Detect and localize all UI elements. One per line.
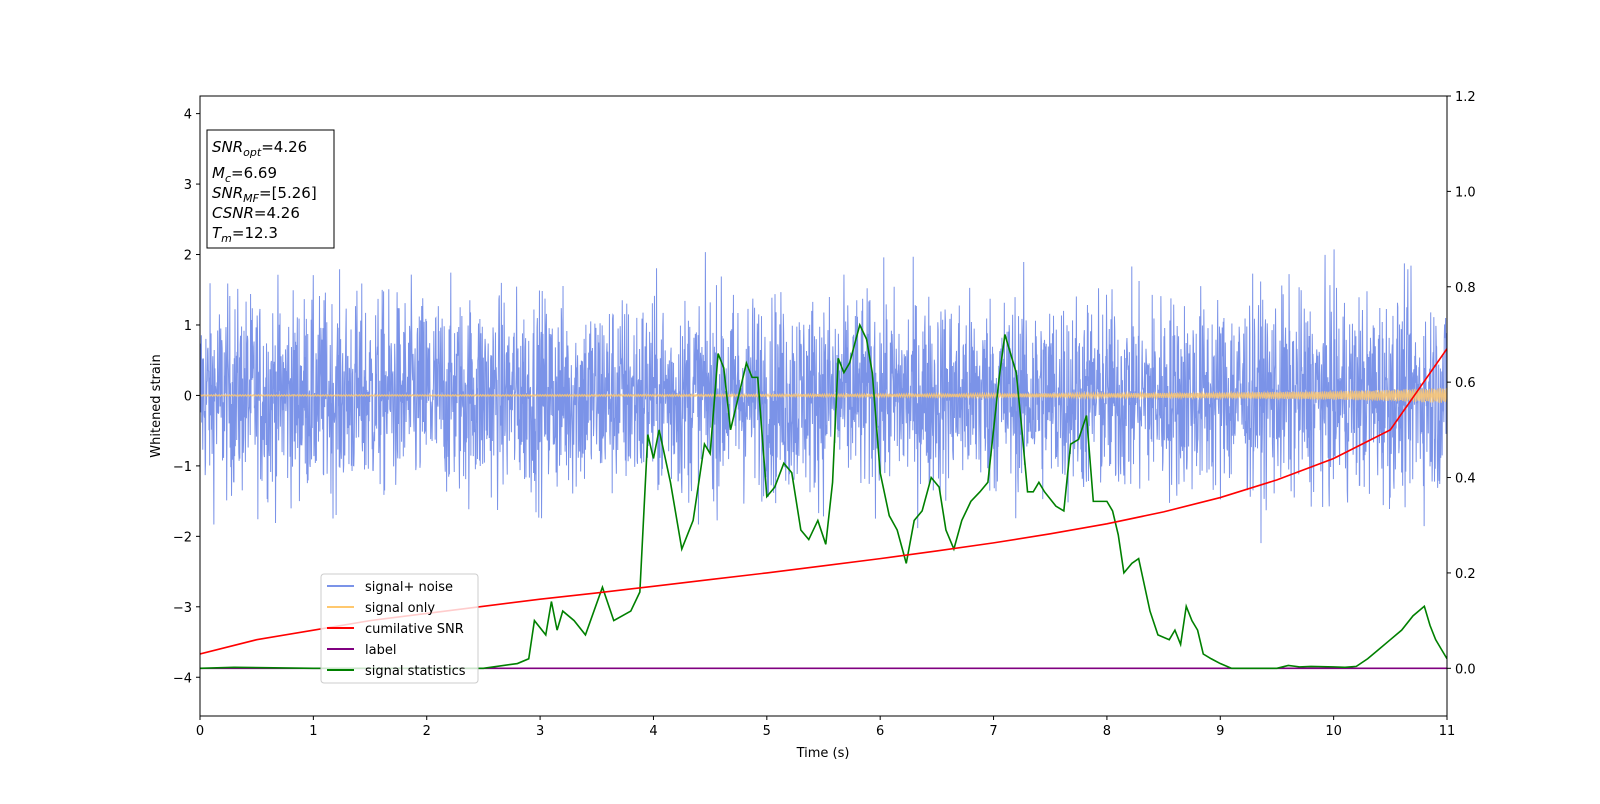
x-tick-label: 10 <box>1325 724 1342 739</box>
annotation-frame <box>206 129 335 249</box>
x-tick-label: 6 <box>876 724 884 739</box>
legend-entry-label: signal+ noise <box>365 580 453 595</box>
legend-frame <box>320 573 479 684</box>
annotation-snr-mf: SNRMF=[5.26] <box>212 184 317 205</box>
y-right-tick-label: 0.8 <box>1455 281 1476 296</box>
x-axis: 0 1 2 3 4 5 6 7 8 9 10 11 <box>196 716 1455 739</box>
y-left-tick-label: −3 <box>173 601 192 616</box>
annotation-csnr: CSNR=4.26 <box>212 204 300 222</box>
y-left-tick-label: −1 <box>173 460 192 475</box>
x-tick-label: 4 <box>649 724 657 739</box>
y-right-tick-label: 0.4 <box>1455 472 1476 487</box>
x-tick-label: 3 <box>536 724 544 739</box>
y-left-tick-label: 1 <box>184 319 192 334</box>
x-tick-label: 9 <box>1216 724 1224 739</box>
x-tick-label: 0 <box>196 724 204 739</box>
y-axis-right: 1.2 1.0 0.8 0.6 0.4 0.2 0.0 <box>1447 90 1476 677</box>
y-right-tick-label: 0.6 <box>1455 376 1476 391</box>
y-right-tick-label: 0.0 <box>1455 662 1476 677</box>
y-left-tick-label: 3 <box>184 178 192 193</box>
x-tick-label: 2 <box>423 724 431 739</box>
y-left-tick-label: 4 <box>184 108 192 123</box>
legend-entry-label: signal only <box>365 601 435 616</box>
x-tick-label: 8 <box>1103 724 1111 739</box>
x-tick-label: 5 <box>763 724 771 739</box>
x-axis-label: Time (s) <box>796 746 850 761</box>
legend-entry-label: cumilative SNR <box>365 622 464 637</box>
y-right-tick-label: 1.0 <box>1455 185 1476 200</box>
y-axis-label: Whitened strain <box>149 354 164 457</box>
series-signal-only-line <box>200 387 1447 403</box>
annotation-snr-opt: SNRopt=4.26 <box>212 138 307 159</box>
y-left-tick-label: 2 <box>184 249 192 264</box>
series-signal-statistics-line <box>200 322 1447 670</box>
y-left-tick-label: −2 <box>173 530 192 545</box>
x-tick-label: 1 <box>309 724 317 739</box>
y-left-tick-label: 0 <box>184 389 192 404</box>
annotation-tm: Tm=12.3 <box>212 224 278 245</box>
y-left-tick-label: −4 <box>173 671 192 686</box>
legend-entry-label: signal statistics <box>365 664 466 679</box>
x-tick-label: 7 <box>989 724 997 739</box>
x-tick-label: 11 <box>1439 724 1456 739</box>
legend: signal+ noise signal only cumilative SNR la… <box>320 573 479 684</box>
y-axis-left: 4 3 2 1 0 −1 −2 −3 −4 <box>173 108 200 686</box>
y-right-tick-label: 0.2 <box>1455 567 1476 582</box>
legend-entry-label: label <box>365 643 396 658</box>
stats-annotation-box: SNRopt=4.26 Mc=6.69 SNRMF=[5.26] CSNR=4.… <box>206 129 335 249</box>
y-right-tick-label: 1.2 <box>1455 90 1476 105</box>
annotation-mc: Mc=6.69 <box>212 164 277 185</box>
axes-frame <box>199 95 1448 717</box>
series-signal-noise-line <box>200 249 1447 544</box>
